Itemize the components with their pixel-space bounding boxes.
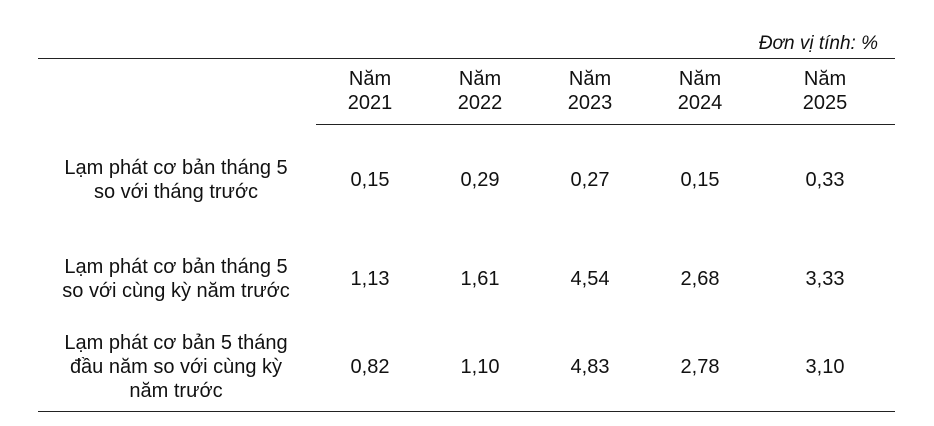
text-line: 2021 (347, 92, 393, 114)
cell-value: 0,15 (350, 169, 390, 191)
text-line: Lạm phát cơ bản 5 tháng (64, 332, 288, 354)
text-line: Năm (458, 68, 502, 90)
header-rule (316, 124, 895, 125)
text-line: năm trước (129, 380, 223, 402)
text-line: 2025 (802, 92, 848, 114)
cell-value: 3,33 (805, 268, 845, 290)
cell-value: 4,83 (570, 356, 610, 378)
cell-value: 1,13 (350, 268, 390, 290)
column-header: Năm 2023 (568, 67, 613, 115)
cell-value: 1,61 (460, 268, 500, 290)
unit-note: Đơn vị tính: % (758, 33, 878, 54)
text-line: Lạm phát cơ bản tháng 5 (64, 256, 288, 278)
text-line: đầu năm so với cùng kỳ (69, 356, 283, 378)
bottom-rule (38, 411, 895, 412)
cell-value: 1,10 (460, 356, 500, 378)
column-header: Năm 2025 (803, 67, 848, 115)
text-line: 2022 (457, 92, 503, 114)
text-line: 2024 (677, 92, 723, 114)
text-line: so với cùng kỳ năm trước (62, 280, 290, 302)
column-header: Năm 2022 (458, 67, 503, 115)
cell-value: 3,10 (805, 356, 845, 378)
text-line: Năm (348, 68, 392, 90)
row-label: Lạm phát cơ bản 5 tháng đầu năm so với cù… (64, 331, 287, 403)
text-line: Lạm phát cơ bản tháng 5 (64, 157, 288, 179)
text-line: 2023 (567, 92, 613, 114)
cell-value: 0,82 (350, 356, 390, 378)
cell-value: 4,54 (570, 268, 610, 290)
cell-value: 0,33 (805, 169, 845, 191)
top-rule (38, 58, 895, 59)
text-line: so với tháng trước (93, 181, 259, 203)
cell-value: 2,68 (680, 268, 720, 290)
column-header: Năm 2024 (678, 67, 723, 115)
row-label: Lạm phát cơ bản tháng 5 so với tháng trướ… (64, 156, 287, 204)
column-header: Năm 2021 (348, 67, 393, 115)
text-line: Năm (568, 68, 612, 90)
text-line: Năm (678, 68, 722, 90)
cell-value: 2,78 (680, 356, 720, 378)
cell-value: 0,27 (570, 169, 610, 191)
cell-value: 0,15 (680, 169, 720, 191)
text-line: Năm (803, 68, 847, 90)
cell-value: 0,29 (460, 169, 500, 191)
row-label: Lạm phát cơ bản tháng 5 so với cùng kỳ nă… (62, 255, 289, 303)
